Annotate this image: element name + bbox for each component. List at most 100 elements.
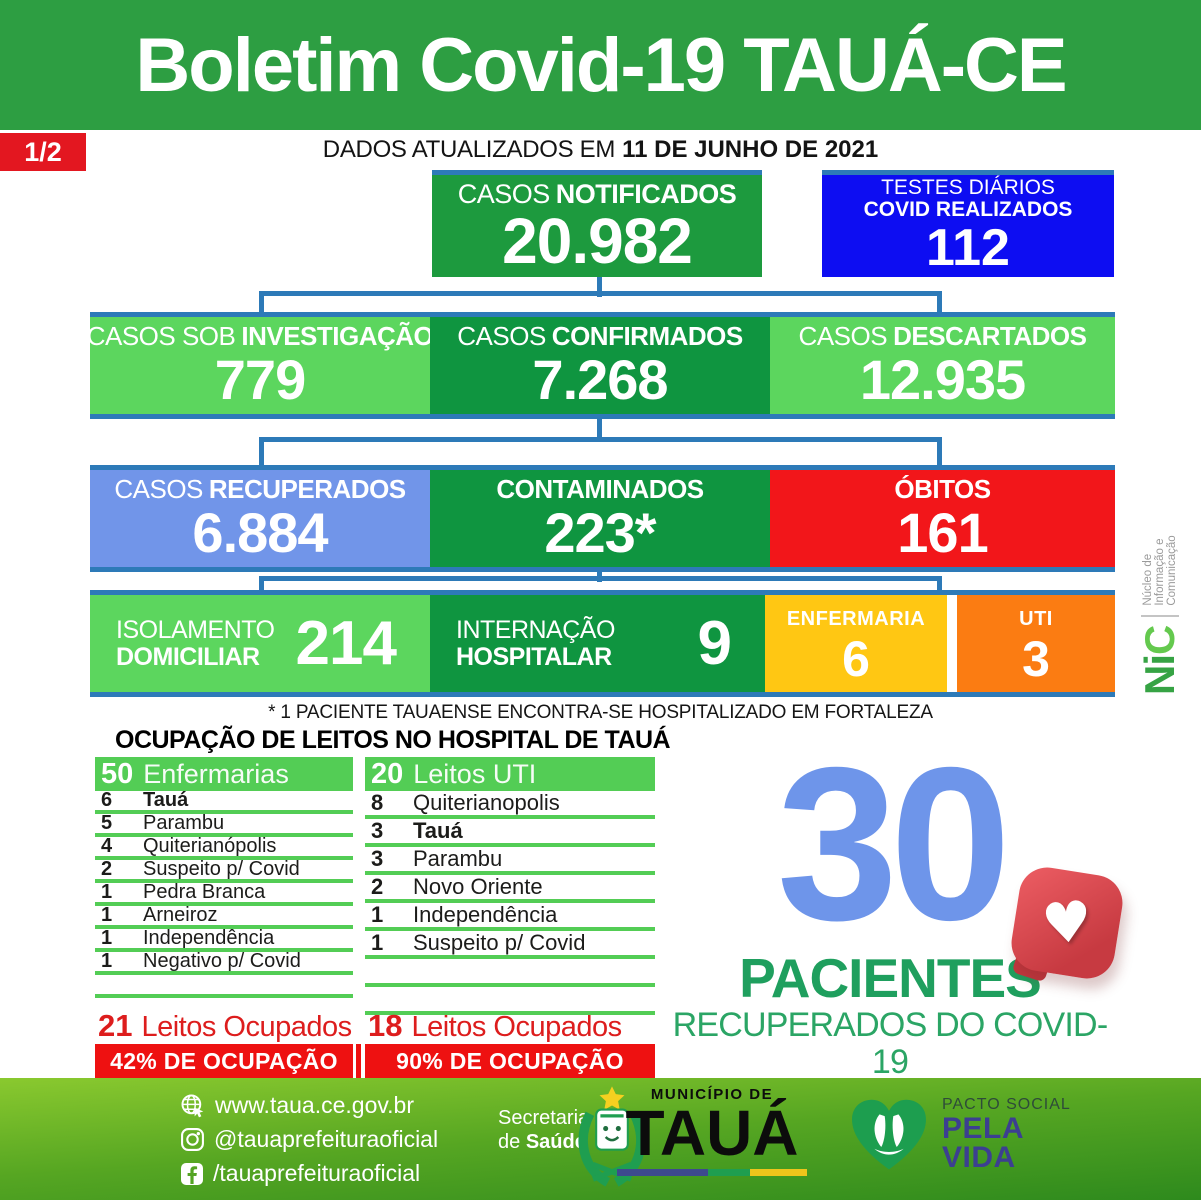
stat-value: 12.935 xyxy=(859,348,1026,411)
stat-row-3: ISOLAMENTO DOMICILIAR 214 INTERNAÇÃO HOSPI… xyxy=(90,590,1115,697)
stat-value: 214 xyxy=(295,608,397,678)
connector-line xyxy=(259,437,264,465)
stat-card-internacao-hospitalar: INTERNAÇÃO HOSPITALAR 9 xyxy=(430,595,765,692)
stat-card-notificados: CASOS NOTIFICADOS 20.982 xyxy=(432,170,762,277)
connector-line xyxy=(597,419,602,442)
table-row-empty xyxy=(365,959,655,987)
connector-line xyxy=(259,291,942,296)
table-row: 3 Tauá xyxy=(365,819,655,847)
stat-card-uti: UTI 3 xyxy=(957,595,1115,692)
stat-label: ENFERMARIA xyxy=(786,608,926,630)
heart-like-badge xyxy=(1007,863,1127,983)
facebook-link[interactable]: /tauaprefeituraoficial xyxy=(180,1158,438,1189)
occupancy-title: OCUPAÇÃO DE LEITOS NO HOSPITAL DE TAUÁ xyxy=(115,726,671,754)
divider xyxy=(356,1044,361,1078)
instagram-icon xyxy=(180,1127,205,1152)
divider xyxy=(1141,614,1179,617)
stat-value: 161 xyxy=(897,501,988,564)
table-row-empty xyxy=(95,975,353,998)
occupancy-table-enfermarias: 50 Enfermarias 6 Tauá 5 Parambu 4 Quiterian… xyxy=(95,757,353,998)
heart-icon xyxy=(1007,863,1126,982)
recovered-line2: RECUPERADOS DO COVID-19 xyxy=(672,1006,1109,1082)
pacto-heart-icon xyxy=(846,1092,932,1183)
secretaria-saude-label: Secretaria de Saúde xyxy=(498,1107,590,1153)
stat-label: CASOS RECUPERADOS xyxy=(114,474,406,504)
table-header: 50 Enfermarias xyxy=(95,757,353,791)
stat-value: 7.268 xyxy=(532,348,668,411)
stat-row-2: CASOS RECUPERADOS 6.884 CONTAMINADOS 223*… xyxy=(90,465,1115,572)
uti-total: 18 Leitos Ocupados xyxy=(368,1008,622,1043)
stat-card-obitos: ÓBITOS 161 xyxy=(770,470,1115,567)
table-header: 20 Leitos UTI xyxy=(365,757,655,791)
page-title: Boletim Covid-19 TAUÁ-CE xyxy=(135,22,1067,108)
enfermarias-occupancy-badge: 42% DE OCUPAÇÃO xyxy=(95,1044,353,1078)
table-row-empty xyxy=(365,987,655,1015)
stat-card-confirmados: CASOS CONFIRMADOS 7.268 xyxy=(430,317,770,414)
facebook-icon xyxy=(180,1162,204,1186)
table-row: 5 Parambu xyxy=(95,813,353,837)
stat-label: INTERNAÇÃO HOSPITALAR xyxy=(456,615,615,671)
nic-caption: Núcleo de Informação e Comunicação xyxy=(1142,535,1178,606)
stat-value: 6 xyxy=(842,631,870,687)
social-links: www.taua.ce.gov.br @tauaprefeituraoficia… xyxy=(180,1090,438,1189)
uti-occupancy-badge: 90% DE OCUPAÇÃO xyxy=(365,1044,655,1078)
stat-value: 112 xyxy=(926,219,1010,277)
stat-card-recuperados: CASOS RECUPERADOS 6.884 xyxy=(90,470,430,567)
enfermarias-total: 21 Leitos Ocupados xyxy=(98,1008,352,1043)
stat-value: 3 xyxy=(1022,631,1050,687)
header-banner: Boletim Covid-19 TAUÁ-CE xyxy=(0,0,1201,130)
stat-card-sob-investigacao: CASOS SOB INVESTIGAÇÃO 779 xyxy=(87,317,434,414)
stat-value: 779 xyxy=(214,348,306,411)
connector-line xyxy=(259,437,942,442)
stat-card-enfermaria: ENFERMARIA 6 xyxy=(765,595,947,692)
stat-card-descartados: CASOS DESCARTADOS 12.935 xyxy=(770,317,1115,414)
stat-card-testes-diarios: TESTES DIÁRIOS COVID REALIZADOS 112 xyxy=(822,170,1114,277)
stat-label: CASOS DESCARTADOS xyxy=(798,321,1087,351)
instagram-link[interactable]: @tauaprefeituraoficial xyxy=(180,1124,438,1155)
nic-logo: NiC Núcleo de Informação e Comunicação xyxy=(1136,535,1183,695)
occupancy-table-uti: 20 Leitos UTI 8 Quiterianopolis 3 Tauá 3 Pa… xyxy=(365,757,655,1015)
coat-of-arms xyxy=(574,1084,650,1195)
stat-label: CASOS SOB INVESTIGAÇÃO xyxy=(86,321,434,351)
table-row: 1 Independência xyxy=(365,903,655,931)
table-row: 8 Quiterianopolis xyxy=(365,791,655,819)
updated-line: DADOS ATUALIZADOS EM 11 DE JUNHO DE 2021 xyxy=(0,136,1201,164)
table-row: 3 Parambu xyxy=(365,847,655,875)
stat-row-1: CASOS SOB INVESTIGAÇÃO 779 CASOS CONFIRMAD… xyxy=(87,312,1115,419)
stat-label: ÓBITOS xyxy=(894,474,991,504)
table-row: 2 Suspeito p/ Covid xyxy=(95,859,353,883)
table-row: 1 Pedra Branca xyxy=(95,882,353,906)
divider xyxy=(947,595,957,692)
stat-label: UTI xyxy=(1019,608,1053,630)
table-row: 4 Quiterianópolis xyxy=(95,836,353,860)
stat-label: CONTAMINADOS xyxy=(496,474,704,504)
website-link[interactable]: www.taua.ce.gov.br xyxy=(180,1090,438,1121)
page-indicator-badge: 1/2 xyxy=(0,133,86,171)
footer: www.taua.ce.gov.br @tauaprefeituraoficia… xyxy=(0,1078,1201,1200)
connector-line xyxy=(937,576,942,590)
table-row: 1 Negativo p/ Covid xyxy=(95,951,353,975)
connector-line xyxy=(597,277,602,297)
municipio-taua-logo: MUNICÍPIO DE TAUÁ xyxy=(612,1086,812,1176)
globe-icon xyxy=(180,1093,206,1119)
stat-label: CASOS CONFIRMADOS xyxy=(457,321,743,351)
stat-label-line2: COVID REALIZADOS xyxy=(863,198,1073,221)
connector-line xyxy=(937,291,942,312)
stat-label: CASOS NOTIFICADOS xyxy=(457,179,737,209)
table-row: 2 Novo Oriente xyxy=(365,875,655,903)
table-row: 1 Arneiroz xyxy=(95,905,353,929)
table-row: 1 Independência xyxy=(95,928,353,952)
stat-card-isolamento-domiciliar: ISOLAMENTO DOMICILIAR 214 xyxy=(90,595,430,692)
table-row: 6 Tauá xyxy=(95,790,353,814)
stat-label: ISOLAMENTO DOMICILIAR xyxy=(116,615,275,671)
recovered-line1: PACIENTES xyxy=(739,947,1042,1010)
connector-line xyxy=(259,291,264,312)
connector-line xyxy=(259,576,264,590)
recovered-count: 30 xyxy=(776,723,1011,966)
municipio-logo-bar xyxy=(617,1169,807,1176)
stat-value: 20.982 xyxy=(502,205,693,277)
connector-line xyxy=(937,437,942,465)
stat-value: 6.884 xyxy=(192,501,328,564)
updated-prefix: DADOS ATUALIZADOS EM xyxy=(322,136,616,163)
stat-value: 223* xyxy=(544,501,656,564)
